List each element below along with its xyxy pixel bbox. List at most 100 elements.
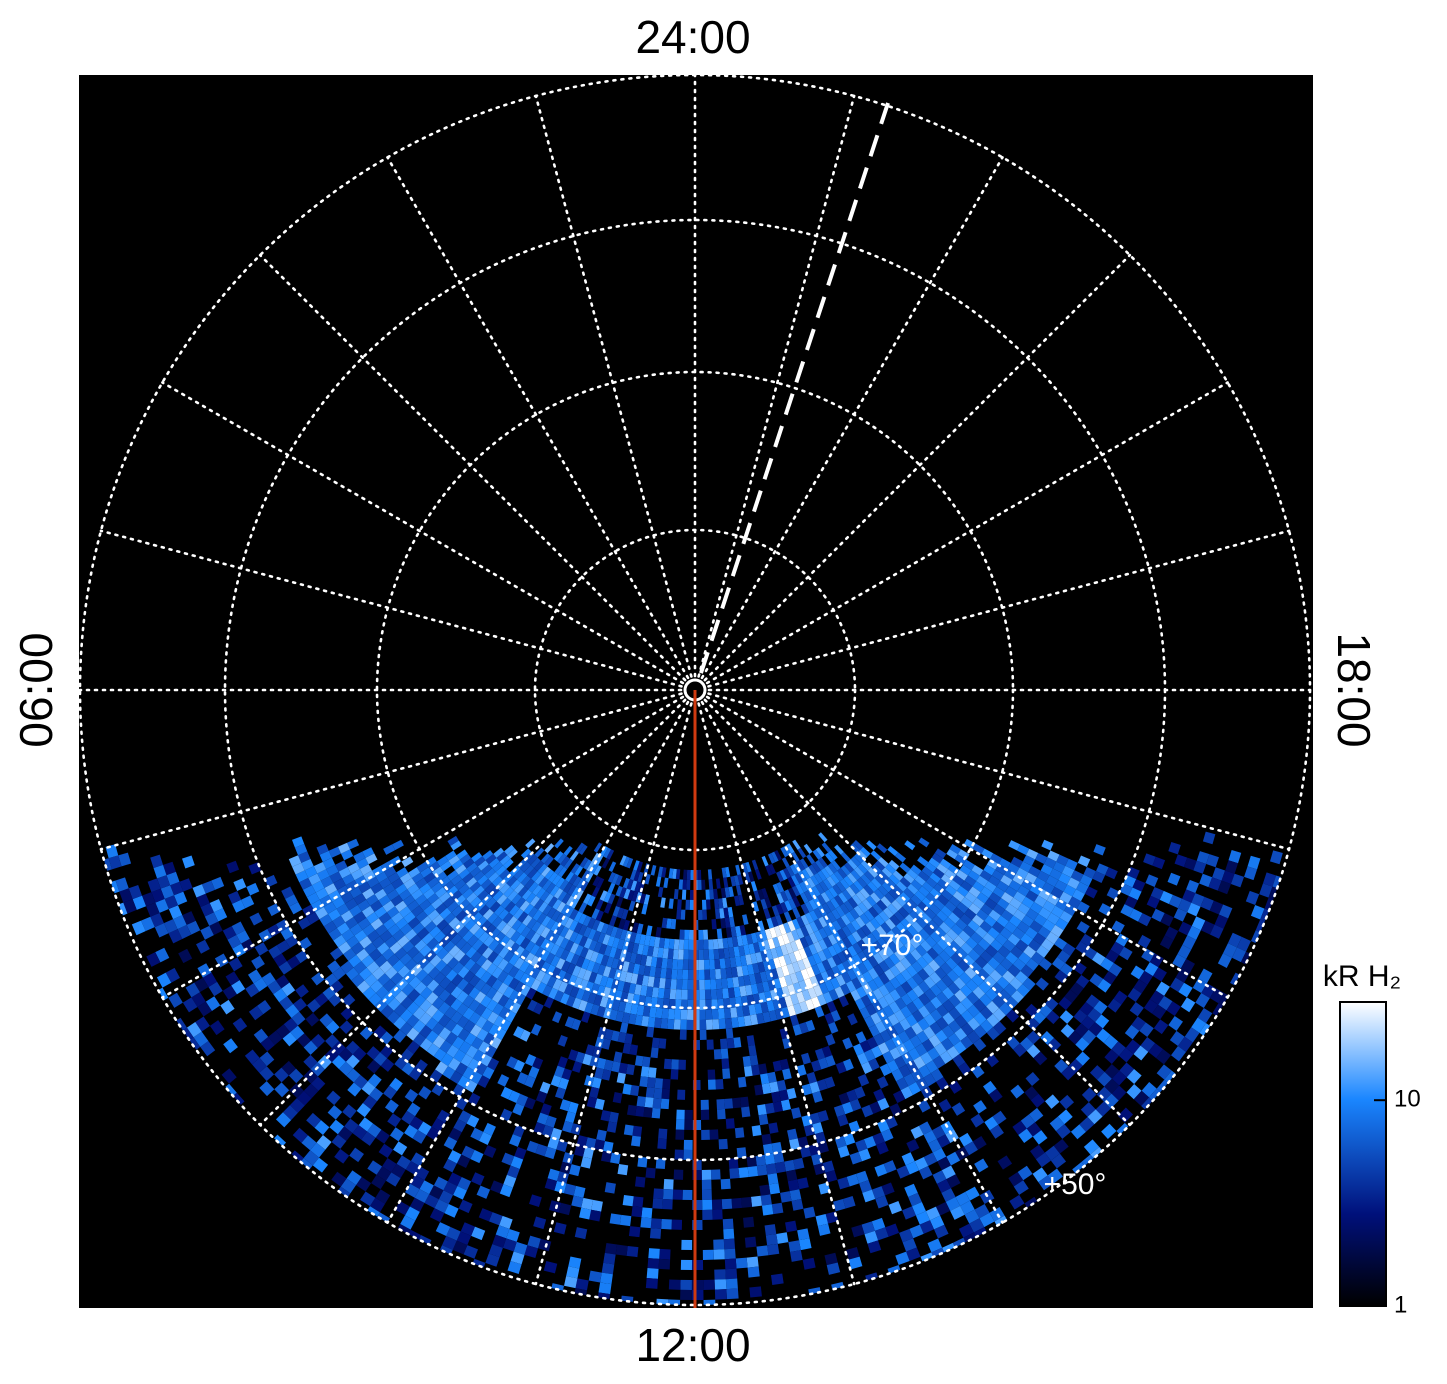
- aurora-cell: [857, 863, 868, 875]
- aurora-cell: [966, 991, 980, 1005]
- aurora-cell: [856, 927, 867, 940]
- aurora-cell: [661, 1088, 670, 1100]
- aurora-cell: [671, 1219, 683, 1230]
- aurora-cell: [980, 950, 993, 963]
- aurora-cell: [767, 1243, 780, 1256]
- aurora-cell: [1172, 954, 1187, 969]
- aurora-cell: [1008, 840, 1021, 851]
- aurora-cell: [1016, 867, 1029, 879]
- aurora-cell: [945, 1196, 961, 1211]
- aurora-cell: [948, 940, 961, 953]
- aurora-cell: [1054, 1058, 1069, 1074]
- aurora-cell: [737, 1076, 747, 1088]
- aurora-cell: [824, 980, 835, 992]
- aurora-cell: [928, 1139, 942, 1153]
- aurora-cell: [703, 959, 710, 970]
- aurora-cell: [991, 921, 1005, 934]
- aurora-cell: [679, 1029, 687, 1040]
- aurora-cell: [916, 1030, 929, 1044]
- aurora-cell: [918, 1121, 933, 1135]
- aurora-cell: [952, 874, 965, 886]
- aurora-cell: [865, 921, 876, 933]
- aurora-cell: [899, 876, 911, 888]
- aurora-cell: [862, 1189, 876, 1203]
- aurora-cell: [911, 1022, 924, 1036]
- aurora-cell: [793, 950, 803, 962]
- aurora-cell: [1061, 865, 1075, 878]
- right-label: 18:00: [1328, 632, 1380, 747]
- aurora-cell: [708, 939, 714, 950]
- aurora-cell: [750, 880, 758, 892]
- aurora-cell: [834, 895, 844, 907]
- aurora-cell: [787, 920, 796, 932]
- aurora-cell: [683, 939, 689, 950]
- aurora-cell: [964, 891, 977, 904]
- aurora-cell: [842, 1196, 856, 1209]
- aurora-cell: [1065, 858, 1078, 871]
- aurora-cell: [855, 916, 866, 928]
- aurora-cell: [750, 1195, 762, 1207]
- aurora-cell: [767, 853, 776, 864]
- aurora-cell: [639, 1076, 649, 1088]
- aurora-cell: [834, 986, 845, 999]
- aurora-cell: [881, 1182, 895, 1196]
- aurora-cell: [667, 948, 674, 960]
- aurora-cell: [918, 1064, 931, 1078]
- aurora-cell: [831, 908, 841, 920]
- aurora-cell: [859, 1006, 871, 1020]
- aurora-cell: [916, 956, 929, 969]
- aurora-cell: [810, 875, 820, 886]
- aurora-cell: [938, 950, 951, 963]
- aurora-cell: [598, 1282, 612, 1295]
- aurora-cell: [846, 922, 857, 935]
- aurora-cell: [888, 1201, 903, 1215]
- aurora-cell: [942, 999, 955, 1013]
- aurora-cell: [763, 908, 771, 920]
- aurora-cell: [1168, 1016, 1183, 1031]
- aurora-cell: [1146, 895, 1160, 909]
- aurora-cell: [867, 1240, 882, 1254]
- aurora-cell: [705, 1009, 713, 1020]
- aurora-cell: [789, 972, 799, 985]
- aurora-cell: [701, 899, 707, 910]
- aurora-cell: [806, 1071, 817, 1084]
- aurora-cell: [883, 992, 895, 1006]
- aurora-cell: [676, 899, 682, 910]
- aurora-cell: [922, 881, 934, 893]
- aurora-cell: [626, 1104, 637, 1116]
- aurora-cell: [837, 928, 847, 940]
- aurora-cell: [867, 955, 879, 968]
- aurora-cell: [990, 853, 1003, 864]
- aurora-cell: [1217, 953, 1232, 968]
- aurora-cell: [964, 1209, 980, 1224]
- aurora-cell: [900, 969, 913, 982]
- aurora-cell: [988, 909, 1001, 922]
- aurora-cell: [933, 954, 946, 968]
- aurora-cell: [928, 1034, 942, 1048]
- aurora-cell: [880, 922, 892, 934]
- colorbar: [1339, 1001, 1387, 1307]
- aurora-cell: [1005, 996, 1019, 1010]
- aurora-cell: [724, 1258, 737, 1270]
- aurora-cell: [910, 948, 922, 961]
- aurora-cell: [1057, 1109, 1073, 1125]
- aurora-cell: [778, 976, 788, 988]
- aurora-cell: [1067, 1030, 1083, 1045]
- aurora-cell: [640, 1066, 650, 1078]
- aurora-cell: [1245, 890, 1260, 906]
- aurora-cell: [682, 969, 689, 980]
- aurora-cell: [713, 1249, 725, 1260]
- aurora-cell: [813, 907, 823, 919]
- aurora-cell: [1038, 1003, 1053, 1018]
- aurora-cell: [776, 892, 785, 904]
- aurora-cell: [808, 943, 818, 956]
- aurora-cell: [971, 914, 985, 927]
- aurora-cell: [1228, 849, 1242, 864]
- aurora-cell: [632, 1125, 643, 1137]
- aurora-cell: [906, 965, 918, 978]
- aurora-cell: [664, 978, 672, 989]
- aurora-cell: [926, 947, 939, 960]
- aurora-cell: [934, 926, 947, 939]
- aurora-cell: [892, 937, 905, 950]
- aurora-cell: [864, 870, 875, 882]
